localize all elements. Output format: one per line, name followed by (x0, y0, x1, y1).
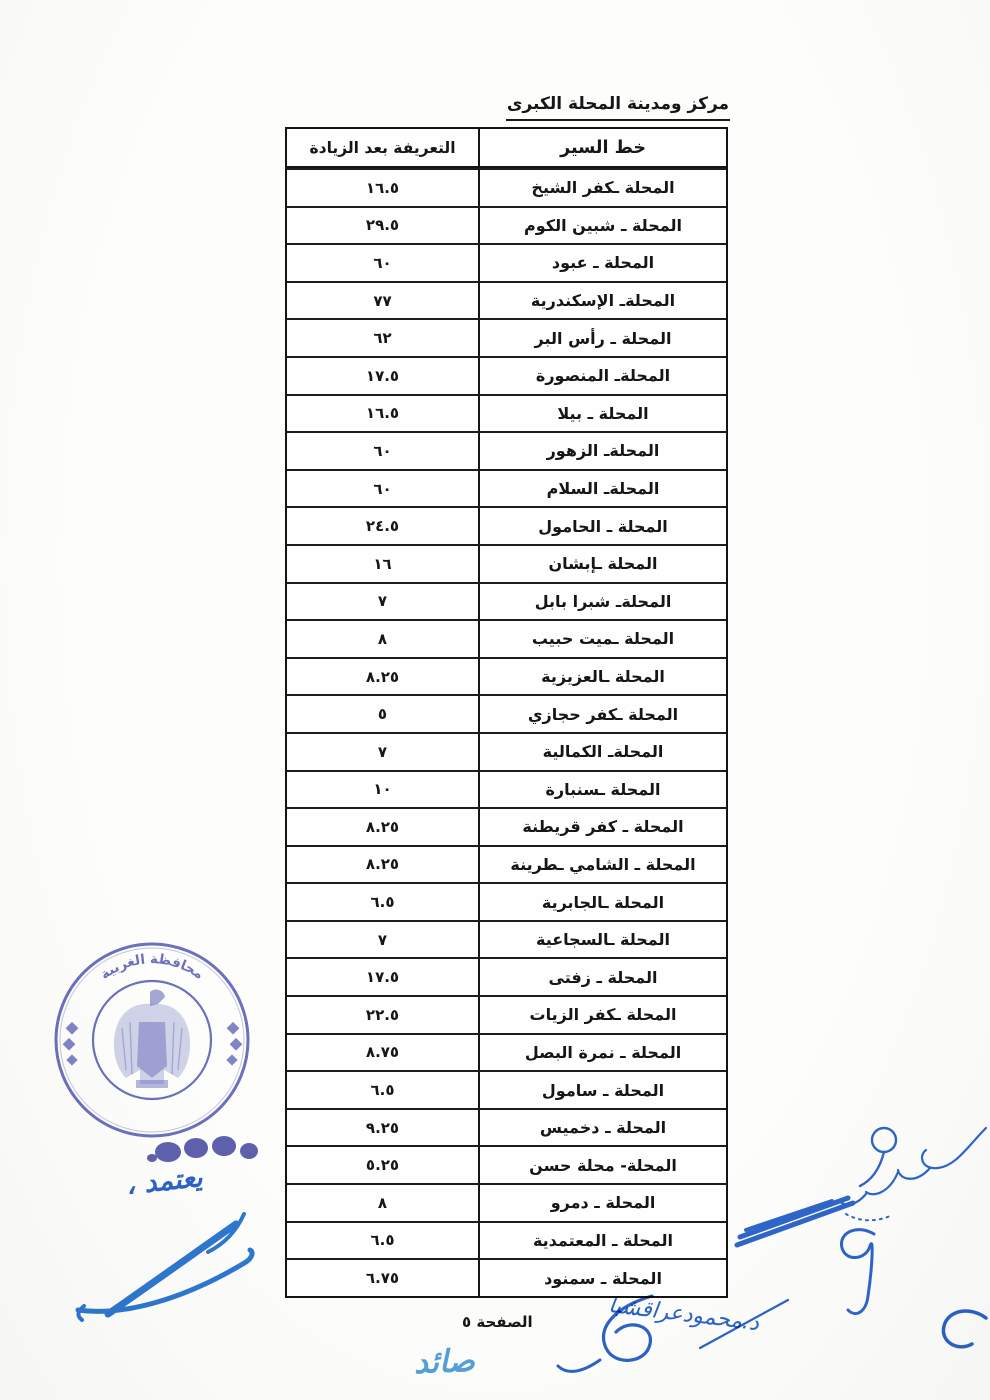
route-cell: المحلةـ شبرا بابل (478, 581, 726, 620)
route-cell: المحلةـ السلام (478, 468, 726, 507)
route-cell: المحلة ـ عبود (478, 243, 726, 281)
signature-right (734, 1126, 988, 1315)
fare-cell: ٦٢ (287, 318, 478, 356)
route-cell: المحلة ـإبشان (478, 543, 726, 582)
route-cell: المحلةـ الزهور (478, 431, 726, 469)
route-cell: المحلة ـ سامول (478, 1070, 726, 1108)
handwritten-initial: صائد (413, 1342, 476, 1382)
route-cell: المحلة ـميت حبيب (478, 619, 726, 657)
fare-cell: ٩.٢٥ (287, 1107, 478, 1146)
route-cell: المحلة ـ الحامول (478, 506, 726, 544)
route-cell: المحلة- محلة حسن (478, 1145, 726, 1184)
fare-cell: ٦.٥ (287, 1220, 478, 1259)
route-cell: المحلة ـ دمرو (478, 1183, 726, 1221)
fare-cell: ١٦.٥ (287, 168, 478, 206)
fare-cell: ١٦.٥ (287, 393, 478, 432)
eagle-emblem-icon (113, 989, 191, 1088)
fare-cell: ٦.٥ (287, 882, 478, 920)
route-cell: المحلة ـالجابرية (478, 882, 726, 920)
signature-bottom-left (75, 1212, 255, 1322)
document-title: مركز ومدينة المحلة الكبرى (506, 94, 730, 121)
fare-cell: ٧ (287, 919, 478, 958)
fare-cell: ٨ (287, 1183, 478, 1221)
route-cell: المحلة ـ الشامي ـطرينة (478, 844, 726, 883)
route-cell: المحلة ـكفر الشيخ (478, 168, 726, 206)
fare-cell: ٢٩.٥ (287, 205, 478, 244)
route-cell: المحلة ـسنبارة (478, 769, 726, 808)
fare-cell: ٦٠ (287, 243, 478, 281)
route-cell: المحلة ـالعزيزية (478, 656, 726, 695)
fare-cell: ١٦ (287, 543, 478, 582)
route-cell: المحلة ـكفر حجازي (478, 694, 726, 732)
fare-cell: ١٠ (287, 769, 478, 808)
governorate-stamp-icon: محافظة الغربية (54, 942, 250, 1138)
route-cell: المحلة ـ سمنود (478, 1258, 726, 1296)
fare-cell: ١٧.٥ (287, 355, 478, 394)
route-cell: المحلة ـ كفر قريطنة (478, 807, 726, 845)
fare-cell: ٨.٢٥ (287, 807, 478, 845)
fare-cell: ٧٧ (287, 280, 478, 319)
ink-smudge (147, 1136, 258, 1162)
column-header-fare: التعريفة بعد الزيادة (287, 129, 478, 168)
route-cell: المحلةـ الإسكندرية (478, 280, 726, 319)
page-number-label: الصفحة ٥ (462, 1313, 533, 1331)
handwritten-signatory-name: د.محمودعراقشبا (607, 1292, 761, 1337)
handwritten-approval-note: يعتمد ، (124, 1162, 205, 1201)
route-cell: المحلة ـ المعتمدية (478, 1220, 726, 1259)
fare-cell: ٧ (287, 581, 478, 620)
tariff-table: خط السير التعريفة بعد الزيادة المحلة ـكف… (285, 127, 728, 1298)
fare-cell: ٦.٥ (287, 1070, 478, 1108)
stamp-arc-text: محافظة الغربية (97, 951, 204, 983)
route-cell: المحلة ـ رأس البر (478, 318, 726, 356)
route-cell: المحلةـ الكمالية (478, 731, 726, 770)
stamp-ornaments (62, 1021, 243, 1066)
route-cell: المحلة ـ نمرة البصل (478, 1032, 726, 1071)
column-header-route: خط السير (478, 129, 726, 168)
fare-cell: ٦٠ (287, 431, 478, 469)
fare-cell: ٨.٧٥ (287, 1032, 478, 1071)
fare-cell: ٢٢.٥ (287, 995, 478, 1033)
route-cell: المحلة ـ زفتى (478, 957, 726, 996)
fare-cell: ٥.٢٥ (287, 1145, 478, 1183)
route-cell: المحلة ـ شبين الكوم (478, 205, 726, 244)
fare-cell: ٧ (287, 731, 478, 770)
fare-cell: ٥ (287, 694, 478, 732)
fare-cell: ٨.٢٥ (287, 656, 478, 695)
route-cell: المحلة ـ بيلا (478, 393, 726, 432)
route-cell: المحلة ـكفر الزيات (478, 995, 726, 1033)
svg-text:محافظة الغربية: محافظة الغربية (97, 951, 206, 983)
fare-cell: ١٧.٥ (287, 957, 478, 995)
fare-cell: ٨ (287, 619, 478, 657)
fare-cell: ٢٤.٥ (287, 506, 478, 544)
route-cell: المحلةـ المنصورة (478, 355, 726, 394)
fare-cell: ٦.٧٥ (287, 1258, 478, 1296)
fare-cell: ٨.٢٥ (287, 844, 478, 883)
route-cell: المحلة ـ دخميس (478, 1107, 726, 1146)
route-cell: المحلة ـالسجاعية (478, 919, 726, 958)
fare-cell: ٦٠ (287, 468, 478, 507)
